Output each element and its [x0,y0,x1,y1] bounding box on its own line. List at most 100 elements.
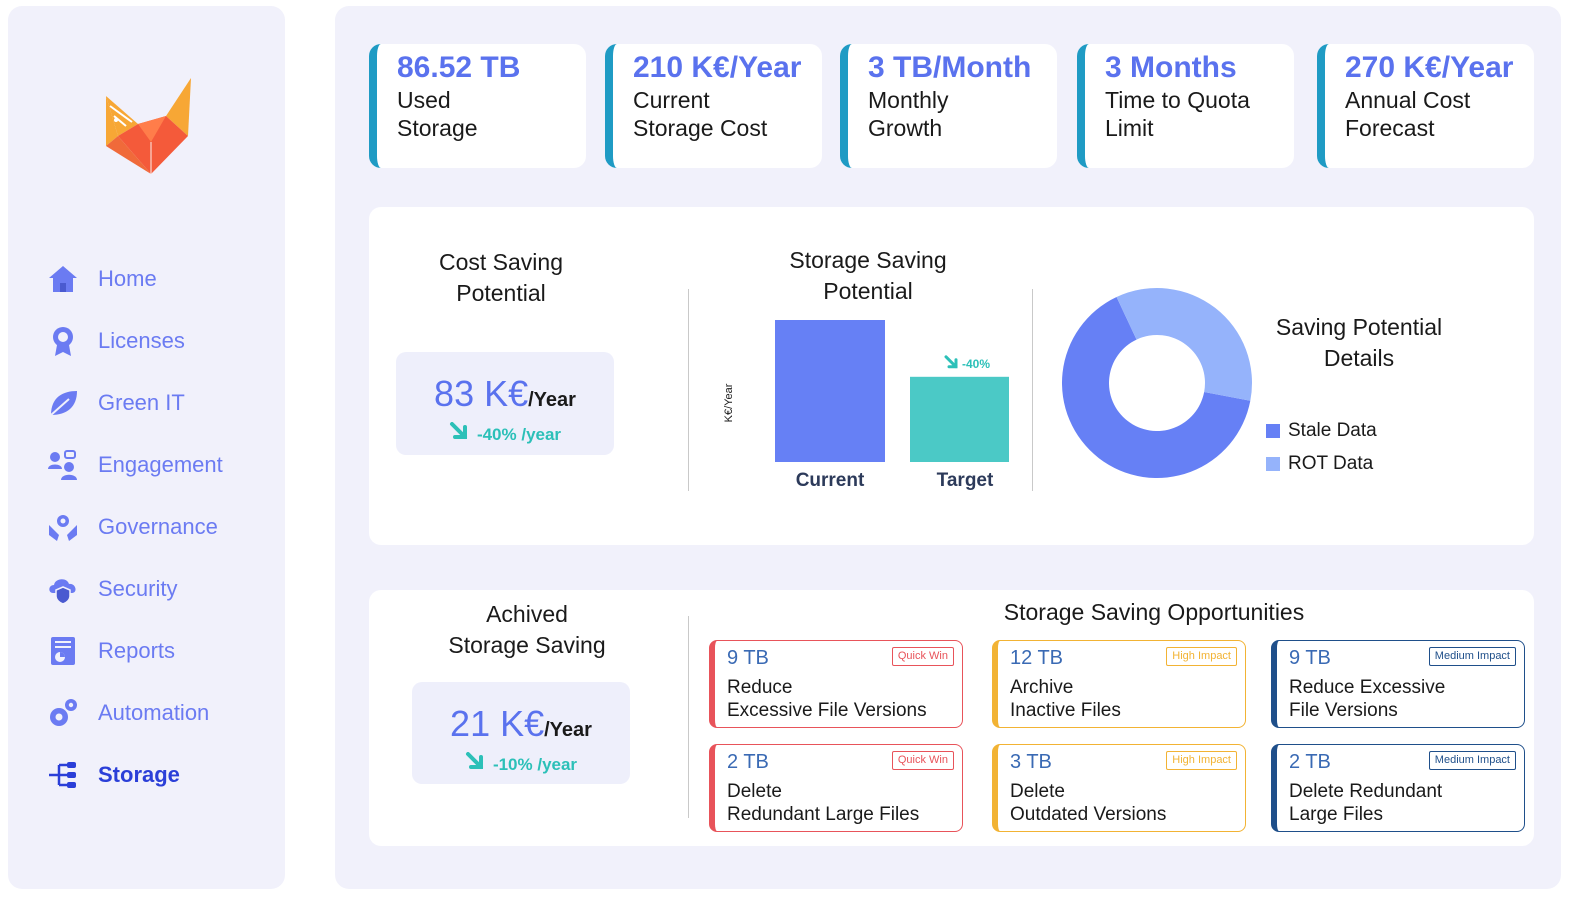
sidebar-item-label: Licenses [98,328,185,353]
home-icon [46,262,80,296]
opportunity-card[interactable]: 3 TB High Impact Delete Outdated Versions [992,744,1246,832]
sidebar-item-governance[interactable]: Governance [46,496,286,558]
achieved-value: 21 K€ [450,703,545,744]
cost-saving-value: 83 K€ [434,373,529,414]
kpi-label-line2: Growth [868,115,943,141]
bar-label: Current [796,470,865,491]
sidebar-nav: Home Licenses Green IT Engagement Govern… [46,248,286,806]
saving-details-donut-chart [1062,288,1252,478]
impact-badge: Medium Impact [1428,647,1516,666]
opportunity-line2: Redundant Large Files [727,804,920,825]
storage-saving-title-line1: Storage Saving [789,247,947,273]
kpi-label-line1: Annual Cost [1345,87,1471,113]
sidebar-item-label: Storage [98,762,180,787]
achieved-title-line2: Storage Saving [448,632,606,658]
legend-label: ROT Data [1288,453,1374,474]
opportunity-description: Delete Outdated Versions [1010,780,1245,826]
cost-saving-title-line2: Potential [456,280,546,306]
divider [1032,289,1033,491]
sidebar-item-label: Security [98,576,178,601]
badge-icon [46,324,80,358]
opportunity-card[interactable]: 2 TB Quick Win Delete Redundant Large Files [709,744,963,832]
cost-saving-title: Cost Saving Potential [401,247,601,309]
saving-potential-panel: Cost Saving Potential 83 K€/Year -40% /y… [369,207,1534,545]
kpi-value: 210 K€/Year [633,51,802,84]
kpi-label-line2: Limit [1105,115,1154,141]
opportunity-description: Reduce Excessive File Versions [1289,676,1524,722]
sidebar-item-label: Reports [98,638,176,663]
sidebar-item-reports[interactable]: Reports [46,620,286,682]
opportunities-title: Storage Saving Opportunities [1003,599,1305,625]
bar-annotation: -40% [962,357,990,371]
opportunity-card[interactable]: 9 TB Medium Impact Reduce Excessive File Ve… [1271,640,1525,728]
kpi-card-monthly-growth: 3 TB/Month Monthly Growth [840,44,1057,168]
sidebar-item-home[interactable]: Home [46,248,286,310]
achieved-title: Achived Storage Saving [417,599,637,661]
bar-current [775,320,885,462]
main-content: 86.52 TB Used Storage 210 K€/Year Curren… [335,6,1561,889]
sidebar-item-label: Engagement [98,452,223,477]
donut-slice-rot-data [1116,288,1252,401]
opportunity-card[interactable]: 12 TB High Impact Archive Inactive Files [992,640,1246,728]
sidebar-item-label: Governance [98,514,218,539]
impact-badge: Quick Win [891,751,954,770]
opportunity-size: 2 TB [1289,751,1331,773]
opportunities-panel: Achived Storage Saving 21 K€/Year -10% /… [369,590,1534,846]
saving-details-title-line2: Details [1323,345,1395,371]
sidebar-item-storage[interactable]: Storage [46,744,286,806]
donut-slice-stale-data [1062,297,1251,478]
cost-saving-title-line1: Cost Saving [438,249,563,275]
opportunity-line1: Reduce Excessive [1289,677,1446,698]
fox-logo [96,76,196,181]
kpi-card-used-storage: 86.52 TB Used Storage [369,44,586,168]
opportunity-line1: Delete [727,781,782,802]
storage-tree-icon [46,758,80,792]
kpi-card-time-to-quota: 3 Months Time to Quota Limit [1077,44,1294,168]
opportunity-size: 12 TB [1010,647,1063,669]
opportunity-description: Delete Redundant Large Files [1289,780,1524,826]
opportunity-description: Archive Inactive Files [1010,676,1245,722]
saving-details-title: Saving Potential Details [1254,312,1464,374]
achieved-amount: 21 K€/Year [412,704,630,750]
arrow-down-right-icon [944,355,958,369]
opportunity-line2: Large Files [1289,804,1383,825]
opportunity-description: Delete Redundant Large Files [727,780,962,826]
legend-label: Stale Data [1288,420,1377,441]
cloud-shield-icon [46,572,80,606]
impact-badge: High Impact [1166,647,1237,666]
sidebar-item-green-it[interactable]: Green IT [46,372,286,434]
opportunity-line1: Delete Redundant [1289,781,1443,802]
legend-swatch [1266,424,1280,438]
kpi-label-line2: Storage [397,115,478,141]
sidebar-item-automation[interactable]: Automation [46,682,286,744]
divider [688,616,689,818]
sidebar-item-label: Home [98,266,157,291]
opportunity-line2: Excessive File Versions [727,700,927,721]
impact-badge: Medium Impact [1428,751,1516,770]
legend-item-stale: Stale Data [1266,420,1377,442]
achieved-box: 21 K€/Year -10% /year [412,682,630,784]
opportunity-card[interactable]: 2 TB Medium Impact Delete Redundant Large F… [1271,744,1525,832]
impact-badge: High Impact [1166,751,1237,770]
cost-saving-amount: 83 K€/Year [396,374,614,420]
kpi-value: 3 TB/Month [868,51,1032,84]
arrow-down-right-icon [465,752,487,777]
saving-details-title-line1: Saving Potential [1275,314,1443,340]
sidebar-item-label: Automation [98,700,210,725]
opportunity-line1: Archive [1010,677,1074,698]
achieved-change-text: -10% /year [492,754,578,774]
storage-saving-title-line2: Potential [823,278,913,304]
sidebar-item-engagement[interactable]: Engagement [46,434,286,496]
kpi-label-line2: Storage Cost [633,115,768,141]
bar-label: Target [937,470,994,491]
cost-saving-unit: /Year [528,389,576,411]
kpi-value: 86.52 TB [397,51,521,84]
sidebar-item-licenses[interactable]: Licenses [46,310,286,372]
opportunity-card[interactable]: 9 TB Quick Win Reduce Excessive File Versio… [709,640,963,728]
opportunity-line1: Reduce [727,677,793,698]
opportunity-size: 9 TB [1289,647,1331,669]
bar-target [910,376,1009,462]
sidebar-item-security[interactable]: Security [46,558,286,620]
people-icon [46,448,80,482]
cost-saving-change-text: -40% /year [476,424,562,444]
